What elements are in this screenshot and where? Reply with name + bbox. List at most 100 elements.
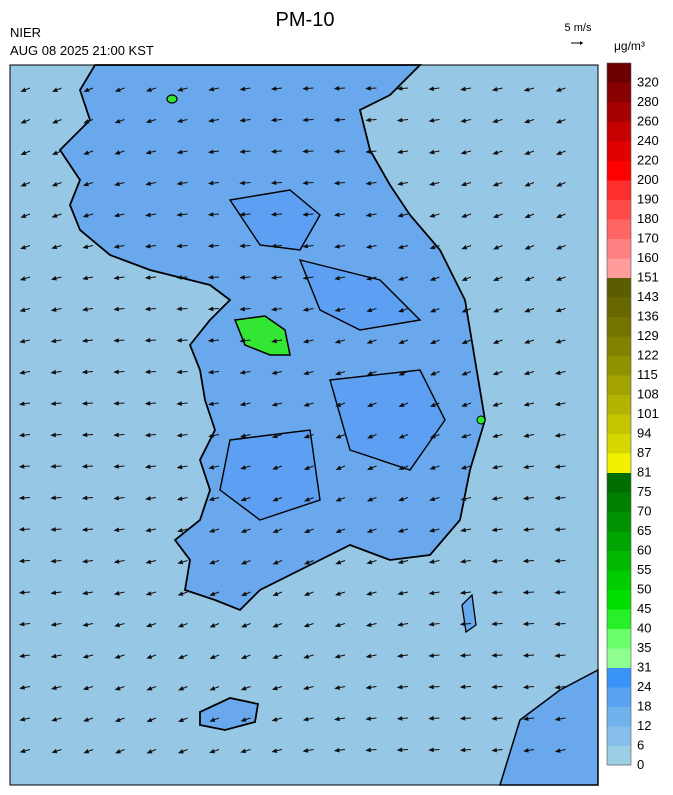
wind-arrow-head bbox=[335, 370, 341, 376]
wind-arrow-head bbox=[144, 243, 151, 249]
wind-arrow-head bbox=[50, 276, 57, 281]
wind-arrow-head bbox=[461, 276, 468, 281]
wind-arrow-head bbox=[83, 150, 90, 155]
unit-label: μg/m³ bbox=[614, 39, 645, 53]
wind-arrow-head bbox=[208, 86, 215, 92]
wind-arrow-head bbox=[20, 182, 27, 187]
colorbar-segment bbox=[607, 414, 631, 434]
wind-arrow-head bbox=[177, 623, 184, 628]
wind-arrow-head bbox=[396, 684, 403, 690]
wind-arrow-head bbox=[491, 464, 498, 470]
wind-arrow-head bbox=[302, 307, 309, 312]
wind-arrow-head bbox=[145, 181, 152, 186]
wind-arrow-head bbox=[524, 339, 530, 344]
wind-arrow-head bbox=[461, 308, 468, 313]
wind-arrow-head bbox=[398, 371, 405, 376]
wind-arrow-head bbox=[460, 465, 467, 470]
wind-arrow-head bbox=[459, 747, 466, 753]
wind-arrow-head bbox=[366, 497, 373, 502]
wind-arrow-head bbox=[398, 496, 405, 502]
timestamp: AUG 08 2025 21:00 KST bbox=[10, 43, 154, 58]
wind-arrow-head bbox=[176, 118, 183, 123]
wind-arrow-head bbox=[240, 560, 247, 565]
wind-arrow-head bbox=[82, 622, 89, 627]
wind-arrow-head bbox=[144, 464, 151, 469]
wind-arrow-head bbox=[492, 181, 499, 187]
colorbar-segment bbox=[607, 102, 631, 122]
wind-arrow-head bbox=[554, 495, 560, 501]
colorbar-segment bbox=[607, 316, 631, 337]
wind-arrow-head bbox=[398, 465, 405, 470]
colorbar-segment bbox=[607, 648, 631, 668]
wind-arrow-head bbox=[178, 717, 184, 722]
wind-arrow-head bbox=[114, 622, 121, 628]
wind-arrow-head bbox=[555, 245, 562, 250]
wind-arrow-head bbox=[397, 559, 404, 565]
wind-arrow-head bbox=[19, 685, 25, 690]
wind-arrow-head bbox=[51, 717, 58, 722]
source: NIER bbox=[10, 25, 41, 40]
wind-arrow-head bbox=[523, 370, 530, 376]
colorbar-label: 40 bbox=[637, 621, 651, 636]
wind-arrow-head bbox=[367, 434, 373, 439]
wind-arrow-head bbox=[50, 495, 56, 501]
wind-arrow-head bbox=[50, 369, 57, 375]
wind-arrow-head bbox=[176, 275, 182, 280]
wind-arrow-head bbox=[554, 716, 561, 722]
colorbar-segment bbox=[607, 258, 631, 278]
wind-arrow-head bbox=[366, 276, 372, 281]
wind-arrow-head bbox=[83, 87, 90, 92]
colorbar-segment bbox=[607, 160, 631, 181]
wind-arrow-head bbox=[491, 653, 497, 658]
wind-arrow-head bbox=[429, 434, 436, 439]
wind-arrow-head bbox=[522, 684, 529, 690]
colorbar-label: 6 bbox=[637, 738, 644, 753]
wind-arrow-head bbox=[240, 748, 247, 754]
wind-arrow-head bbox=[524, 276, 531, 281]
wind-arrow-head bbox=[429, 496, 436, 502]
wind-arrow-head bbox=[113, 559, 120, 564]
wind-arrow-head bbox=[113, 432, 119, 438]
wind-arrow-head bbox=[239, 338, 246, 343]
wind-arrow-head bbox=[177, 591, 184, 596]
wind-arrow-head bbox=[144, 432, 151, 438]
map bbox=[9, 64, 599, 786]
wind-arrow-head bbox=[459, 684, 466, 690]
wind-arrow-head bbox=[177, 559, 184, 565]
wind-arrow-head bbox=[207, 275, 214, 280]
wind-arrow-head bbox=[366, 307, 373, 313]
wind-arrow-head bbox=[113, 527, 120, 533]
wind-arrow-head bbox=[50, 307, 57, 312]
colorbar-label: 18 bbox=[637, 699, 651, 714]
wind-arrow-head bbox=[114, 87, 121, 92]
colorbar-label: 81 bbox=[637, 465, 651, 480]
wind-arrow-head bbox=[365, 653, 372, 659]
wind-arrow-head bbox=[303, 685, 309, 691]
wind-arrow-head bbox=[207, 401, 214, 407]
colorbar-label: 70 bbox=[637, 504, 651, 519]
wind-arrow-head bbox=[554, 621, 560, 627]
wind-arrow-head bbox=[145, 118, 152, 124]
wind-arrow-head bbox=[51, 213, 58, 218]
wind-arrow-head bbox=[176, 369, 182, 375]
colorbar-label: 143 bbox=[637, 289, 659, 304]
wind-arrow-head bbox=[270, 243, 277, 249]
wind-arrow-head bbox=[428, 181, 435, 186]
wind-arrow-head bbox=[18, 464, 25, 469]
wind-arrow-head bbox=[176, 432, 183, 438]
wind-arrow-head bbox=[270, 117, 277, 123]
wind-arrow-head bbox=[524, 118, 530, 124]
wind-arrow-head bbox=[51, 244, 58, 250]
wind-arrow-head bbox=[365, 86, 371, 91]
wind-arrow-head bbox=[209, 559, 216, 565]
wind-arrow-head bbox=[428, 528, 435, 533]
wind-arrow-head bbox=[270, 86, 277, 91]
wind-arrow-head bbox=[113, 369, 119, 375]
colorbar-segment bbox=[607, 531, 631, 551]
wind-arrow-head bbox=[428, 118, 435, 123]
wind-arrow-head bbox=[113, 401, 119, 406]
colorbar-label: 122 bbox=[637, 348, 659, 363]
wind-arrow-head bbox=[115, 749, 121, 754]
